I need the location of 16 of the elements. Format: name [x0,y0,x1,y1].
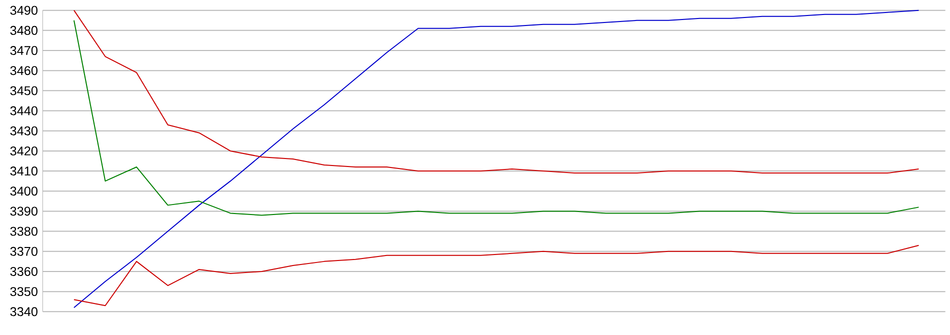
y-tick-label: 3430 [10,126,38,136]
y-tick-label: 3450 [10,86,38,96]
y-tick-label: 3480 [10,26,38,35]
y-tick-label: 3470 [10,46,38,55]
y-tick-label: 3360 [10,266,38,276]
y-tick-label: 3460 [10,66,38,76]
y-tick-label: 3390 [10,206,38,216]
y-tick-label: 3490 [10,6,38,15]
y-tick-label: 3400 [10,186,38,196]
y-tick-label: 3340 [10,307,38,316]
y-tick-label: 3420 [10,146,38,156]
y-tick-label: 3370 [10,246,38,256]
y-tick-label: 3440 [10,106,38,116]
y-tick-label: 3380 [10,226,38,236]
y-tick-label: 3350 [10,287,38,296]
y-tick-label: 3410 [10,166,38,176]
